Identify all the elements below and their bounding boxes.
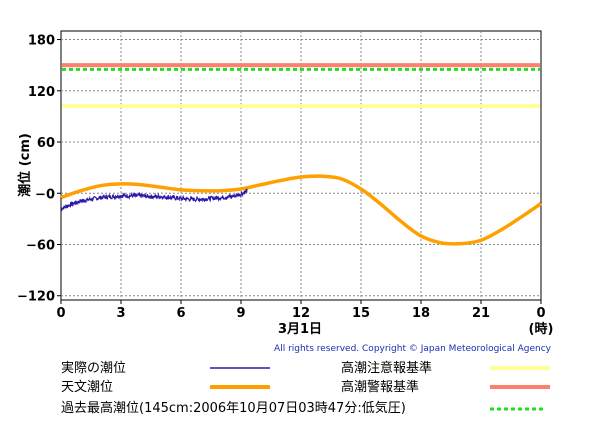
x-axis-label: 3月1日 [278, 322, 322, 337]
legend-label-record: 過去最高潮位(145cm:2006年10月07日03時47分:低気圧) [61, 400, 406, 416]
x-tick-label: 21 [472, 306, 490, 321]
y-tick-label: −120 [17, 290, 55, 305]
reference-lines [62, 63, 540, 109]
legend-label-warning: 高潮警報基準 [341, 379, 419, 395]
y-tick-label: −60 [26, 238, 55, 253]
series-line-observed [60, 188, 248, 212]
x-tick-label: 15 [352, 306, 370, 321]
y-tick-label: 180 [28, 34, 55, 49]
y-tick-label: 120 [28, 85, 55, 100]
copyright-text: All rights reserved. Copyright © Japan M… [274, 344, 552, 354]
x-tick-label: 18 [412, 306, 430, 321]
x-tick-label: 3 [116, 306, 125, 321]
y-axis-label: 潮位 (cm) [17, 133, 33, 197]
x-tick-label: 12 [292, 306, 310, 321]
tick-labels: 0 3 6 9 12 15 18 21 0 180 120 60 −0 −60 −120 [17, 34, 546, 321]
y-tick-label: −0 [35, 187, 55, 202]
x-tick-label: 0 [536, 306, 545, 321]
x-axis-unit: (時) [529, 321, 554, 337]
x-tick-label: 6 [176, 306, 185, 321]
legend-label-observed: 実際の潮位 [61, 360, 126, 376]
x-tick-label: 9 [236, 306, 245, 321]
series-line-astronomical [60, 174, 542, 246]
series-lines [60, 174, 542, 246]
y-tick-label: 60 [37, 136, 55, 151]
grid [57, 31, 542, 304]
x-tick-label: 0 [56, 306, 65, 321]
legend: 実際の潮位 天文潮位 高潮注意報基準 高潮警報基準 過去最高潮位(145cm:2… [61, 360, 550, 416]
legend-label-advisory: 高潮注意報基準 [341, 360, 432, 376]
legend-label-astronomical: 天文潮位 [61, 380, 113, 395]
